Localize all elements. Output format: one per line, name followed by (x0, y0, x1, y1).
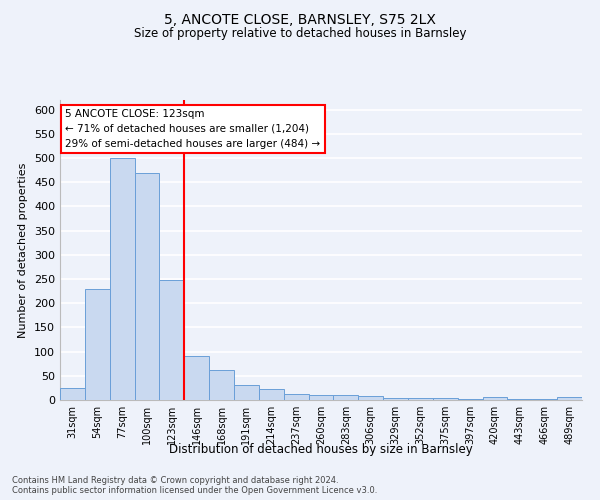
Bar (134, 172, 160, 400)
Bar (60, 388, 85, 400)
Y-axis label: Number of detached properties: Number of detached properties (19, 162, 28, 338)
Bar (532, 399, 557, 400)
Bar (184, 356, 209, 400)
Text: Distribution of detached houses by size in Barnsley: Distribution of detached houses by size … (169, 442, 473, 456)
Bar (334, 395, 358, 400)
Bar (160, 280, 184, 400)
Bar (433, 398, 458, 400)
Text: 5, ANCOTE CLOSE, BARNSLEY, S75 2LX: 5, ANCOTE CLOSE, BARNSLEY, S75 2LX (164, 12, 436, 26)
Bar (458, 398, 482, 400)
Bar (209, 370, 234, 400)
Bar (234, 386, 259, 400)
Bar (408, 398, 433, 400)
Bar (259, 390, 284, 400)
Bar (482, 396, 508, 400)
Text: 5 ANCOTE CLOSE: 123sqm
← 71% of detached houses are smaller (1,204)
29% of semi-: 5 ANCOTE CLOSE: 123sqm ← 71% of detached… (65, 109, 320, 148)
Bar (308, 394, 334, 400)
Bar (557, 397, 582, 400)
Bar (358, 396, 383, 400)
Text: Size of property relative to detached houses in Barnsley: Size of property relative to detached ho… (134, 28, 466, 40)
Bar (110, 158, 134, 400)
Bar (85, 288, 110, 400)
Bar (383, 398, 408, 400)
Bar (508, 398, 532, 400)
Bar (284, 394, 308, 400)
Text: Contains HM Land Registry data © Crown copyright and database right 2024.
Contai: Contains HM Land Registry data © Crown c… (12, 476, 377, 495)
